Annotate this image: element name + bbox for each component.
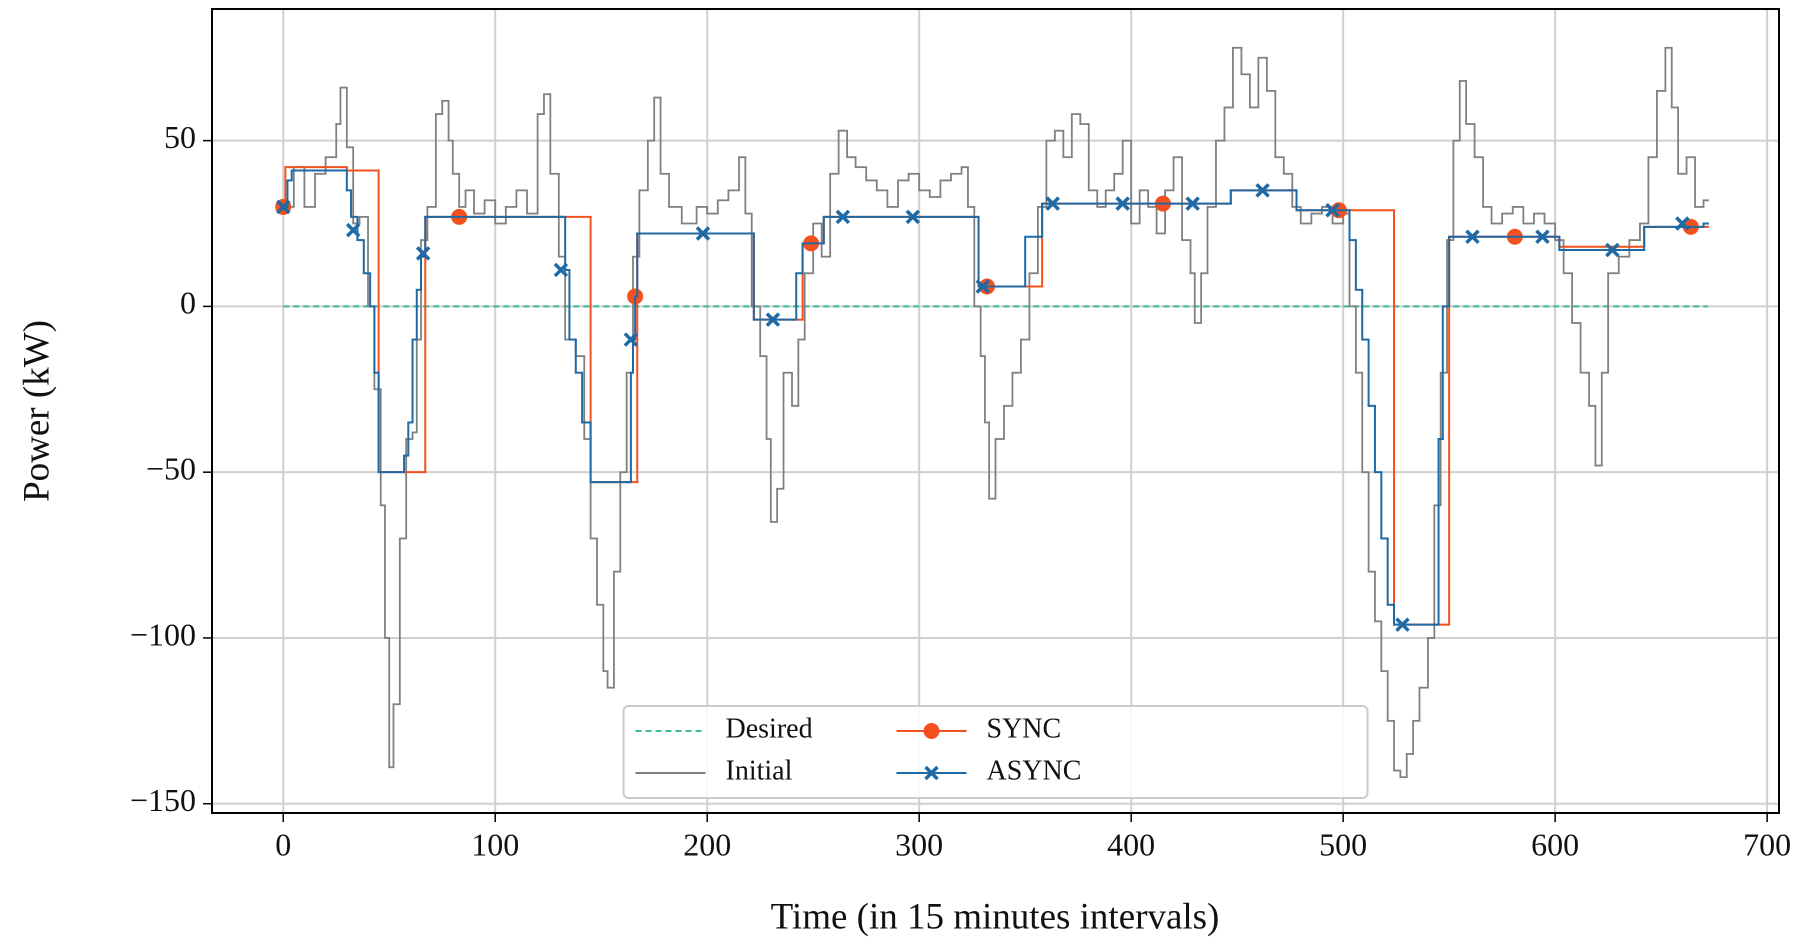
legend-label: ASYNC [987, 755, 1082, 786]
legend-label: SYNC [987, 713, 1062, 744]
marker [695, 226, 711, 241]
marker [415, 246, 431, 261]
marker [1115, 196, 1130, 211]
x-tick-label: 100 [471, 826, 519, 862]
legend-box [622, 705, 1369, 799]
marker [1255, 183, 1270, 198]
x-axis-title: Time (in 15 minutes intervals) [771, 896, 1220, 937]
marker [765, 312, 781, 327]
plot-area [275, 46, 1709, 779]
marker [1675, 216, 1690, 231]
marker [835, 209, 851, 225]
y-tick-label: −100 [130, 616, 196, 652]
x-tick-label: 600 [1531, 826, 1579, 862]
marker [1465, 229, 1480, 245]
marker [975, 279, 991, 294]
legend-label: Initial [726, 755, 793, 786]
plot-frame [211, 8, 1780, 814]
x-tick-label: 500 [1319, 826, 1367, 862]
legend-marker [924, 765, 939, 781]
x-tick-label: 200 [683, 826, 731, 862]
legend-label: Desired [726, 713, 813, 744]
marker [1605, 242, 1620, 258]
marker [1185, 196, 1200, 211]
y-tick-label: 0 [180, 285, 196, 321]
marker [553, 262, 569, 278]
marker [345, 222, 361, 238]
marker [275, 199, 291, 215]
x-tick-label: 300 [895, 826, 943, 862]
y-tick-label: −50 [146, 451, 196, 487]
marker [1045, 196, 1060, 211]
y-tick-label: −150 [130, 782, 196, 818]
marker [1535, 229, 1550, 245]
legend-marker [923, 723, 940, 739]
x-tick-label: 0 [275, 826, 291, 862]
x-tick-label: 400 [1107, 826, 1155, 862]
marker [905, 209, 921, 225]
marker [1325, 203, 1340, 218]
marker [623, 332, 639, 347]
y-axis-title: Power (kW) [16, 320, 57, 502]
marker [1395, 617, 1410, 632]
x-tick-label: 700 [1743, 826, 1791, 862]
y-tick-label: 50 [164, 119, 196, 155]
